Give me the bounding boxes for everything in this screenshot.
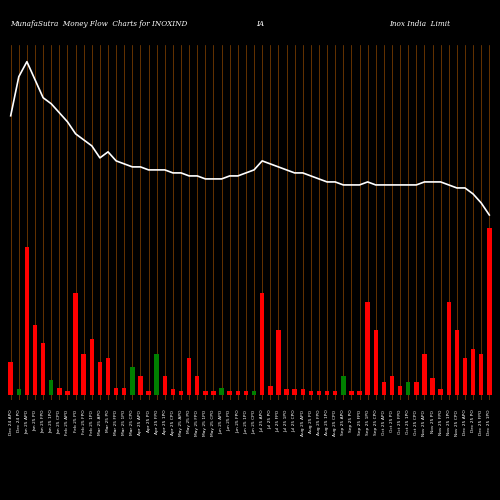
Bar [325,392,330,395]
Bar [8,362,13,395]
Bar [236,392,240,395]
Bar [454,330,459,395]
Bar [438,390,443,395]
Bar [122,388,126,395]
Bar [341,376,345,395]
Bar [90,340,94,395]
Bar [228,392,232,395]
Text: IA: IA [256,20,264,28]
Bar [390,376,394,395]
Bar [268,386,272,395]
Bar [374,330,378,395]
Bar [162,376,167,395]
Bar [49,380,54,395]
Bar [414,382,418,395]
Bar [398,386,402,395]
Bar [349,392,354,395]
Bar [260,293,264,395]
Bar [479,354,484,395]
Bar [203,392,207,395]
Bar [138,376,142,395]
Bar [220,388,224,395]
Bar [366,302,370,395]
Bar [333,392,338,395]
Bar [446,302,451,395]
Bar [82,354,86,395]
Bar [179,392,184,395]
Bar [33,324,37,395]
Bar [74,293,78,395]
Bar [154,354,159,395]
Bar [41,343,46,395]
Bar [98,362,102,395]
Bar [430,378,435,395]
Text: MunafaSutra  Money Flow  Charts for INOXIND: MunafaSutra Money Flow Charts for INOXIN… [10,20,188,28]
Bar [422,354,426,395]
Bar [316,392,321,395]
Bar [308,392,313,395]
Bar [114,388,118,395]
Bar [292,390,297,395]
Bar [170,390,175,395]
Bar [463,358,467,395]
Bar [146,392,151,395]
Bar [24,247,29,395]
Bar [284,390,288,395]
Bar [106,358,110,395]
Bar [212,392,216,395]
Bar [300,390,305,395]
Text: Inox India  Limit: Inox India Limit [390,20,450,28]
Bar [195,376,200,395]
Bar [244,392,248,395]
Bar [130,367,134,395]
Bar [382,382,386,395]
Bar [252,392,256,395]
Bar [16,390,21,395]
Bar [487,228,492,395]
Bar [276,330,280,395]
Bar [187,358,192,395]
Bar [471,348,476,395]
Bar [358,392,362,395]
Bar [406,382,410,395]
Bar [65,392,70,395]
Bar [57,388,62,395]
